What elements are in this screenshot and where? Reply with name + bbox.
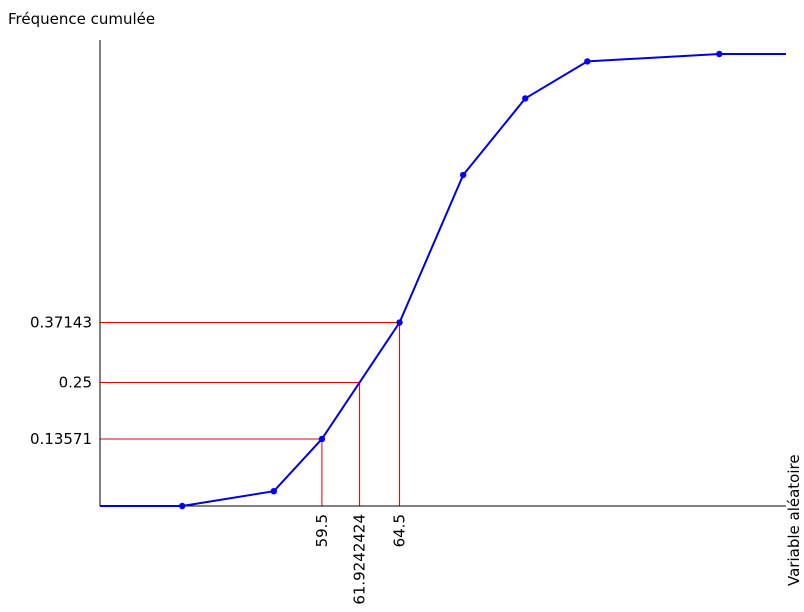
data-point-6 xyxy=(584,58,591,65)
data-point-2 xyxy=(318,435,326,443)
tick-labels: 0.13571 59.5 0.25 61.9242424 0.37143 64.5 xyxy=(30,314,409,605)
data-point-3 xyxy=(396,319,403,326)
axes xyxy=(99,40,786,507)
y-tick-label: 0.25 xyxy=(59,374,92,392)
series-line xyxy=(100,50,786,510)
data-point-1 xyxy=(270,487,278,495)
guide-lines xyxy=(100,322,401,506)
x-tick-label: 59.5 xyxy=(313,514,331,547)
data-point-5 xyxy=(522,95,529,102)
data-point-0 xyxy=(179,502,186,510)
y-tick-label: 0.37143 xyxy=(30,314,92,332)
x-axis-label: Variable aléatoire xyxy=(785,454,803,586)
data-point-4 xyxy=(459,171,467,179)
x-tick-label: 64.5 xyxy=(391,514,409,547)
y-axis-label: Fréquence cumulée xyxy=(8,10,155,28)
data-point-7 xyxy=(716,50,723,58)
y-tick-label: 0.13571 xyxy=(30,430,92,448)
x-tick-label: 61.9242424 xyxy=(351,514,369,605)
cumulative-line xyxy=(100,52,786,507)
